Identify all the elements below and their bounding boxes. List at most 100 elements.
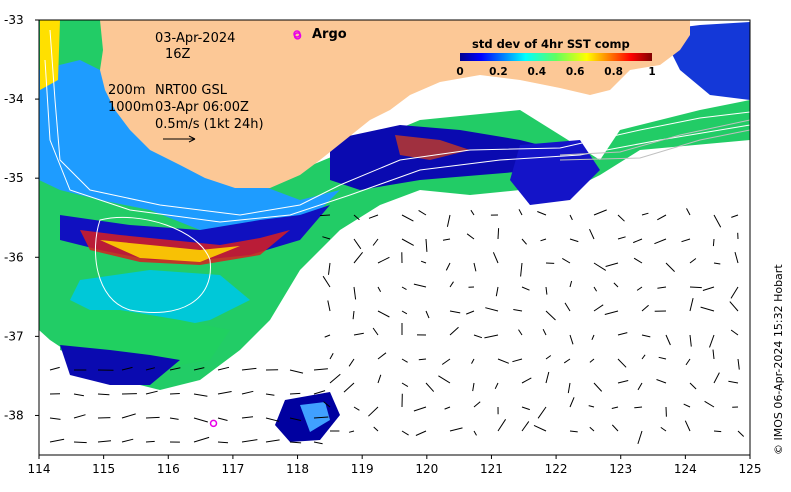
current-arrow bbox=[518, 329, 523, 336]
current-arrow bbox=[425, 238, 428, 252]
current-arrow bbox=[730, 286, 739, 299]
current-arrow bbox=[322, 236, 331, 240]
current-arrow bbox=[660, 426, 667, 432]
current-arrow bbox=[413, 283, 427, 288]
x-tick-label: 118 bbox=[286, 462, 309, 476]
x-tick-label: 123 bbox=[609, 462, 632, 476]
current-arrow bbox=[484, 334, 499, 339]
current-arrow bbox=[563, 358, 571, 364]
current-arrow bbox=[97, 393, 110, 396]
current-arrow bbox=[193, 417, 208, 423]
current-arrow bbox=[473, 401, 481, 408]
current-arrow bbox=[353, 251, 363, 264]
land-cape bbox=[108, 28, 160, 72]
map-hour: 16Z bbox=[165, 47, 191, 62]
current-arrow bbox=[617, 380, 629, 384]
current-arrow bbox=[689, 334, 692, 347]
current-arrow bbox=[97, 440, 112, 443]
current-arrow bbox=[569, 238, 579, 243]
current-arrow bbox=[689, 258, 697, 264]
current-arrow bbox=[665, 262, 675, 272]
current-arrow bbox=[401, 238, 414, 246]
current-arrow bbox=[564, 302, 571, 312]
current-arrow bbox=[521, 421, 530, 432]
current-arrow bbox=[604, 310, 619, 315]
current-arrow bbox=[521, 286, 530, 291]
current-arrow bbox=[313, 368, 328, 371]
current-arrow bbox=[729, 301, 739, 312]
current-arrow bbox=[241, 390, 254, 395]
current-arrow bbox=[348, 358, 355, 367]
current-arrow bbox=[420, 260, 427, 264]
current-arrow bbox=[289, 417, 302, 421]
current-arrow bbox=[689, 297, 694, 312]
current-arrow bbox=[521, 406, 530, 411]
current-arrow bbox=[636, 286, 643, 291]
current-arrow bbox=[641, 334, 651, 338]
current-arrow bbox=[569, 430, 578, 433]
current-arrow bbox=[537, 406, 547, 419]
current-arrow bbox=[353, 238, 362, 250]
current-arrow bbox=[473, 262, 477, 272]
current-arrow bbox=[377, 310, 390, 318]
y-tick-label: -34 bbox=[4, 92, 24, 106]
current-arrow bbox=[713, 262, 721, 265]
current-arrow bbox=[401, 214, 414, 222]
current-arrow bbox=[401, 430, 409, 436]
current-arrow bbox=[704, 400, 715, 408]
current-arrow bbox=[513, 309, 523, 312]
current-arrow bbox=[324, 334, 331, 338]
current-arrow bbox=[289, 369, 304, 374]
current-arrow bbox=[313, 441, 323, 445]
current-arrow bbox=[328, 262, 331, 275]
current-arrow bbox=[470, 209, 475, 216]
current-arrow bbox=[441, 358, 451, 365]
current-arrow bbox=[593, 209, 607, 216]
colorbar-ticks: 0 0.2 0.4 0.6 0.8 1 bbox=[456, 66, 655, 78]
current-arrow bbox=[533, 424, 547, 432]
current-arrow bbox=[49, 417, 61, 420]
current-arrow bbox=[353, 286, 357, 300]
current-arrow bbox=[617, 332, 628, 336]
current-arrow bbox=[319, 214, 331, 217]
current-arrow bbox=[542, 328, 547, 336]
current-arrow bbox=[633, 238, 643, 244]
current-arrow bbox=[401, 286, 407, 291]
colorbar-tick-label: 0.8 bbox=[604, 66, 623, 78]
current-arrow bbox=[217, 441, 229, 444]
current-arrow bbox=[449, 310, 461, 314]
x-tick-label: 114 bbox=[28, 462, 51, 476]
current-arrow bbox=[641, 212, 649, 216]
argo-legend-icon bbox=[293, 30, 301, 38]
current-arrow bbox=[605, 262, 619, 267]
current-arrow bbox=[466, 310, 475, 315]
current-arrow bbox=[444, 406, 451, 410]
current-arrow bbox=[593, 304, 604, 312]
current-arrow bbox=[689, 286, 702, 289]
current-arrow bbox=[438, 375, 451, 384]
current-arrow bbox=[683, 403, 691, 408]
current-arrow bbox=[702, 286, 715, 291]
current-arrow bbox=[401, 310, 408, 315]
current-arrow bbox=[611, 406, 619, 409]
current-arrow bbox=[589, 426, 595, 432]
current-arrow bbox=[401, 358, 408, 363]
current-arrow bbox=[73, 393, 84, 397]
current-arrow bbox=[121, 438, 134, 443]
current-arrow bbox=[313, 390, 326, 395]
current-arrow bbox=[449, 326, 459, 336]
current-arrow bbox=[348, 430, 355, 433]
current-arrow bbox=[121, 366, 133, 371]
current-arrow bbox=[121, 413, 136, 419]
current-arrow bbox=[540, 238, 547, 242]
current-arrow bbox=[613, 282, 619, 288]
current-arrow bbox=[368, 214, 379, 219]
current-arrow bbox=[368, 406, 379, 417]
current-arrow bbox=[545, 310, 556, 321]
current-arrow bbox=[700, 306, 715, 312]
current-arrow bbox=[473, 430, 477, 436]
x-tick-label: 117 bbox=[221, 462, 244, 476]
current-arrow bbox=[633, 257, 643, 264]
current-arrow bbox=[471, 358, 475, 364]
y-tick-label: -33 bbox=[4, 13, 24, 27]
